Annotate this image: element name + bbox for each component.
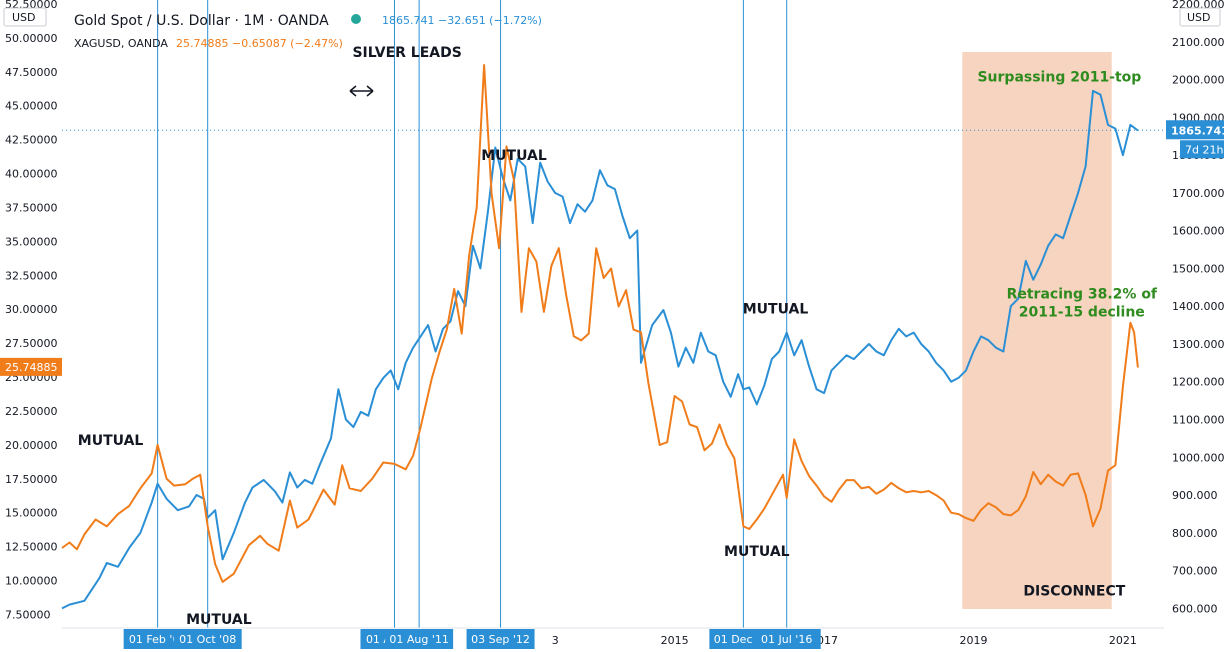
- right-tick-label: 1000.000: [1172, 451, 1225, 464]
- right-tick-label: 700.000: [1172, 565, 1218, 578]
- date-marker-box-6: [752, 629, 821, 649]
- x-tick-label: 2015: [661, 634, 689, 647]
- silver-leads-arrow-icon: [349, 85, 374, 97]
- right-tick-label: 900.000: [1172, 489, 1218, 502]
- left-tick-label: 12.50000: [5, 541, 58, 554]
- silver-current-value-box: [0, 357, 62, 376]
- market-status-icon: [351, 14, 361, 24]
- right-tick-label: 1400.000: [1172, 300, 1225, 313]
- right-tick-label: 2000.000: [1172, 74, 1225, 87]
- x-tick-label: 2021: [1109, 634, 1137, 647]
- right-tick-label: 600.000: [1172, 602, 1218, 615]
- left-tick-label: 40.00000: [5, 168, 58, 181]
- countdown-label: 7d 21h: [1185, 143, 1223, 156]
- left-tick-label: 32.50000: [5, 269, 58, 282]
- countdown-box: [1180, 140, 1224, 159]
- silver-series-line: [61, 64, 1139, 583]
- annotations-layer: MUTUAL MUTUAL SILVER LEADS MUTUAL MUTUAL MUTU…: [78, 45, 1158, 628]
- silver-readout: 25.74885 −0.65087 (−2.47%): [176, 37, 343, 50]
- date-marker-label-6: 01 Jul '16: [761, 633, 812, 646]
- left-tick-label: 37.50000: [5, 201, 58, 214]
- date-marker-label-4: 03 Sep '12: [471, 633, 530, 646]
- right-currency-box: USD: [1179, 7, 1221, 27]
- right-tick-label: 1500.000: [1172, 262, 1225, 275]
- annotation-0: MUTUAL: [78, 433, 144, 449]
- annotation-4: MUTUAL: [743, 301, 809, 317]
- right-tick-label: 1600.000: [1172, 225, 1225, 238]
- green-annotation-1-1: 2011-15 decline: [1019, 304, 1145, 320]
- date-marker-label-0: 01 Feb '08: [129, 633, 187, 646]
- right-tick-label: 2200.000: [1172, 0, 1225, 11]
- date-marker-label-1: 01 Oct '08: [179, 633, 236, 646]
- green-annotation-0-0: Surpassing 2011-top: [977, 69, 1141, 85]
- left-tick-label: 30.00000: [5, 303, 58, 316]
- right-tick-label: 800.000: [1172, 527, 1218, 540]
- right-price-axis[interactable]: 600.000 700.000 800.000 900.000 1000.000 1100…: [1166, 0, 1228, 615]
- left-tick-label: 15.00000: [5, 507, 58, 520]
- gold-current-value: 1865.741: [1171, 124, 1228, 137]
- right-tick-label: 1300.000: [1172, 338, 1225, 351]
- left-currency-box: USD: [3, 7, 47, 27]
- gold-series-line: [61, 89, 1139, 610]
- x-tick-label: 2019: [959, 634, 987, 647]
- right-tick-label: 1100.000: [1172, 413, 1225, 426]
- gold-current-value-box: [1166, 120, 1224, 140]
- green-annotation-1-0: Retracing 38.2% of: [1007, 286, 1158, 302]
- date-marker-box-4: [466, 629, 535, 649]
- right-currency-label: USD: [1187, 11, 1211, 24]
- annotation-6: DISCONNECT: [1023, 583, 1125, 599]
- gold-readout: 1865.741 −32.651 (−1.72%): [382, 14, 542, 27]
- left-currency-label: USD: [12, 11, 36, 24]
- left-tick-label: 35.00000: [5, 235, 58, 248]
- date-marker-box-1: [173, 629, 242, 649]
- right-tick-label: 1200.000: [1172, 376, 1225, 389]
- left-tick-label: 7.50000: [5, 608, 51, 621]
- annotation-2: SILVER LEADS: [352, 45, 461, 61]
- left-tick-label: 17.50000: [5, 473, 58, 486]
- annotation-1: MUTUAL: [186, 612, 252, 628]
- chart-title: Gold Spot / U.S. Dollar · 1M · OANDA: [74, 13, 329, 29]
- left-tick-label: 10.00000: [5, 575, 58, 588]
- x-tick-label-partial: 3: [552, 634, 559, 647]
- left-tick-label: 47.50000: [5, 66, 58, 79]
- left-tick-label: 50.00000: [5, 32, 58, 45]
- left-tick-label: 22.50000: [5, 405, 58, 418]
- left-tick-label: 52.50000: [5, 0, 58, 11]
- silver-symbol: XAGUSD, OANDA: [74, 37, 168, 50]
- date-marker-box-3: [385, 629, 454, 649]
- date-marker-label-3: 01 Aug '11: [389, 633, 449, 646]
- series-layer: [61, 64, 1139, 610]
- left-tick-label: 27.50000: [5, 337, 58, 350]
- left-tick-label: 45.00000: [5, 100, 58, 113]
- annotation-3: MUTUAL: [481, 148, 547, 164]
- right-tick-label: 2100.000: [1172, 36, 1225, 49]
- annotation-5: MUTUAL: [724, 544, 790, 560]
- silver-current-value: 25.74885: [5, 361, 58, 374]
- right-tick-label: 1700.000: [1172, 187, 1225, 200]
- legend: Gold Spot / U.S. Dollar · 1M · OANDA 186…: [74, 13, 542, 50]
- left-tick-label: 20.00000: [5, 439, 58, 452]
- left-price-axis[interactable]: 7.50000 10.00000 12.50000 15.00000 17.50000 2…: [0, 0, 62, 621]
- left-tick-label: 42.50000: [5, 134, 58, 147]
